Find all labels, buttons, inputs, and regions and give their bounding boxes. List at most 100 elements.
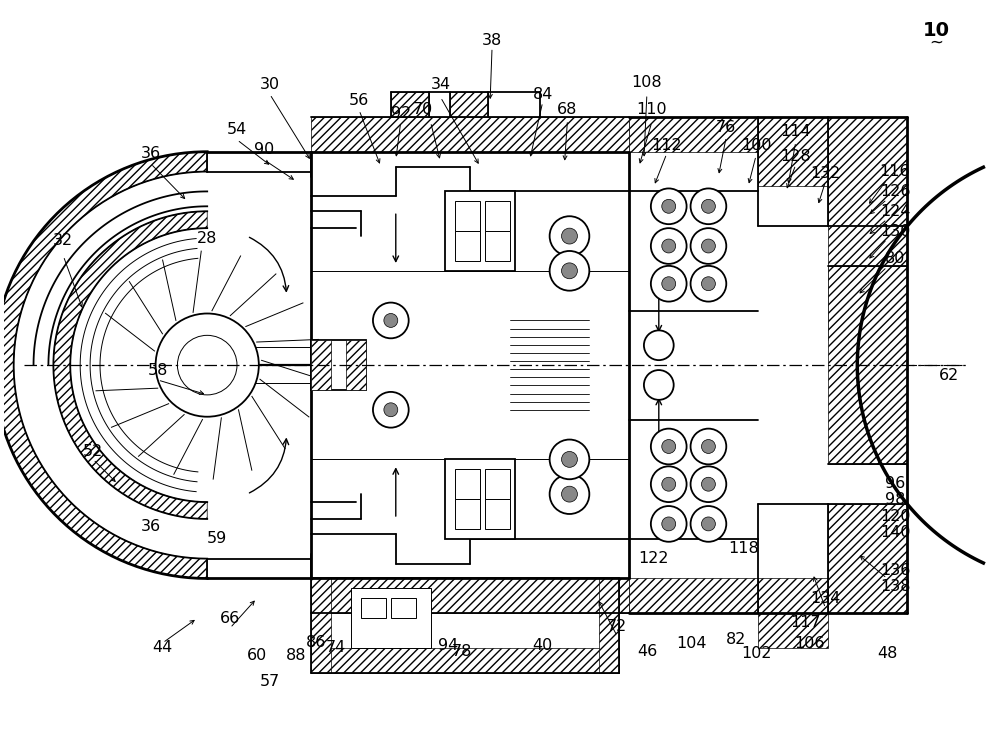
Circle shape [691, 266, 726, 301]
Text: 66: 66 [220, 611, 240, 626]
Bar [758, 117, 828, 186]
Bar [485, 231, 510, 261]
Text: 34: 34 [430, 76, 451, 92]
Bar [629, 579, 758, 613]
Text: 88: 88 [286, 649, 307, 663]
Circle shape [651, 506, 687, 542]
Text: 40: 40 [533, 638, 553, 654]
Text: 72: 72 [607, 619, 627, 634]
Circle shape [384, 403, 398, 417]
Bar [311, 579, 629, 613]
Wedge shape [53, 211, 207, 519]
Text: 112: 112 [651, 138, 682, 153]
Text: 56: 56 [349, 93, 369, 108]
Circle shape [562, 486, 577, 502]
Bar [311, 341, 366, 390]
Text: 120: 120 [880, 510, 910, 525]
Text: 90: 90 [254, 142, 274, 157]
Bar [445, 191, 515, 271]
Circle shape [550, 251, 589, 291]
Text: 58: 58 [147, 363, 168, 378]
Circle shape [651, 188, 687, 224]
Text: 44: 44 [152, 640, 173, 655]
Circle shape [550, 216, 589, 256]
Text: 94: 94 [438, 638, 459, 654]
Circle shape [550, 474, 589, 514]
Text: 76: 76 [716, 120, 736, 135]
Circle shape [651, 429, 687, 464]
Text: 136: 136 [880, 563, 910, 578]
Circle shape [701, 277, 715, 291]
Text: 100: 100 [741, 138, 771, 153]
Circle shape [662, 477, 676, 491]
Circle shape [562, 451, 577, 467]
Bar [346, 341, 366, 390]
Text: 30: 30 [260, 76, 280, 92]
Bar [629, 117, 758, 151]
Text: 126: 126 [880, 184, 910, 199]
Wedge shape [0, 151, 207, 579]
Text: 46: 46 [637, 644, 657, 660]
Text: 116: 116 [880, 164, 910, 179]
Circle shape [373, 392, 409, 427]
Circle shape [662, 439, 676, 453]
Text: 124: 124 [880, 204, 910, 219]
Text: 98: 98 [885, 491, 905, 507]
Circle shape [156, 314, 259, 417]
Circle shape [691, 466, 726, 502]
Text: 80: 80 [885, 252, 905, 266]
Text: 84: 84 [532, 87, 553, 102]
Bar [351, 588, 431, 648]
Text: 59: 59 [207, 531, 227, 546]
Text: 134: 134 [810, 591, 841, 605]
Bar [391, 598, 416, 618]
Text: 96: 96 [885, 476, 905, 490]
Circle shape [701, 439, 715, 453]
Text: 48: 48 [877, 646, 897, 661]
Text: 86: 86 [306, 635, 327, 651]
Circle shape [701, 477, 715, 491]
Text: 138: 138 [880, 579, 910, 594]
Text: 114: 114 [780, 125, 811, 139]
Circle shape [373, 303, 409, 338]
Text: 102: 102 [741, 646, 771, 661]
Circle shape [691, 228, 726, 264]
Text: 132: 132 [810, 166, 841, 181]
Text: 74: 74 [326, 640, 346, 655]
Bar [450, 92, 488, 117]
Circle shape [701, 239, 715, 253]
Text: 108: 108 [632, 75, 662, 90]
Circle shape [701, 517, 715, 531]
Bar [455, 499, 480, 529]
Text: 128: 128 [780, 149, 811, 164]
Text: 10: 10 [923, 21, 950, 40]
Text: 70: 70 [412, 102, 433, 117]
Text: 106: 106 [794, 637, 825, 651]
Circle shape [691, 429, 726, 464]
Circle shape [651, 228, 687, 264]
Bar [485, 470, 510, 499]
Text: 122: 122 [639, 551, 669, 566]
Text: ~: ~ [930, 33, 944, 51]
Text: 52: 52 [83, 444, 103, 459]
Bar [599, 579, 619, 673]
Text: 130: 130 [880, 223, 910, 239]
Text: 62: 62 [938, 369, 959, 384]
Circle shape [550, 439, 589, 479]
Circle shape [662, 277, 676, 291]
Text: 57: 57 [260, 674, 280, 689]
Circle shape [701, 200, 715, 213]
Circle shape [691, 188, 726, 224]
Bar [485, 201, 510, 231]
Circle shape [651, 466, 687, 502]
Bar [758, 579, 828, 648]
Circle shape [651, 266, 687, 301]
Text: 82: 82 [726, 632, 746, 648]
Text: 38: 38 [482, 33, 502, 48]
Circle shape [644, 330, 674, 360]
Bar [391, 92, 429, 117]
Bar [828, 117, 907, 341]
Text: 68: 68 [557, 102, 578, 117]
Circle shape [662, 200, 676, 213]
Text: 118: 118 [728, 541, 759, 556]
